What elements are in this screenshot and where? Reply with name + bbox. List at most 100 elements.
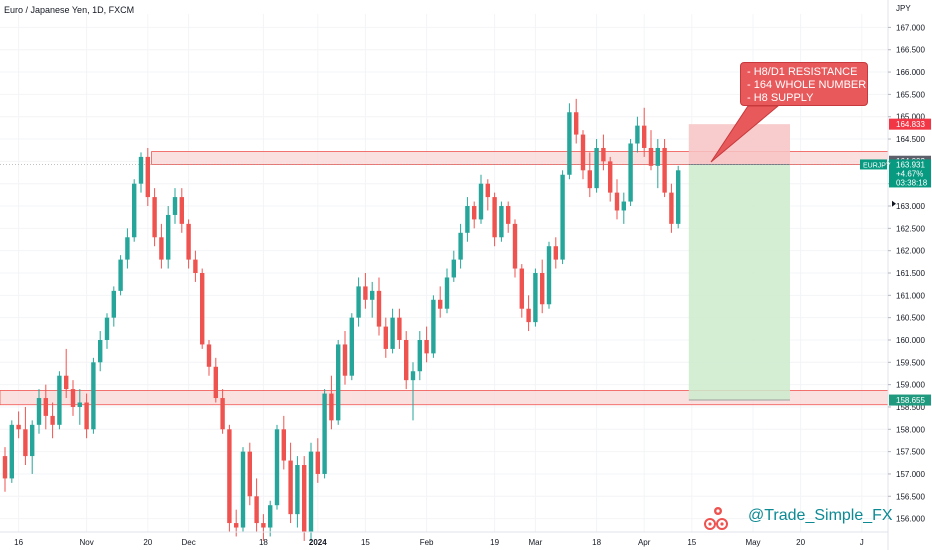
candle-body — [669, 192, 674, 224]
candle-body — [247, 451, 252, 497]
candle-body — [315, 451, 320, 474]
candle-body — [628, 143, 633, 202]
candle-body — [655, 147, 660, 166]
x-tick-label: Mar — [529, 538, 543, 547]
candle-body — [84, 402, 89, 430]
candle-body — [417, 339, 422, 372]
candle-body — [560, 174, 565, 260]
candle-body — [172, 197, 178, 215]
candle-body — [132, 183, 137, 238]
current-price-tag-bg — [889, 159, 931, 188]
candle-body — [601, 147, 606, 162]
candle-body — [268, 505, 273, 528]
candle-body — [526, 308, 531, 323]
symbol-title[interactable]: Euro / Japanese Yen, 1D, FXCM — [4, 5, 135, 15]
candle-body — [57, 375, 62, 425]
candle-body — [9, 424, 14, 479]
y-tick-label: 157.500 — [896, 448, 925, 457]
candle-body — [30, 424, 35, 457]
candle-body — [254, 496, 259, 524]
candle-body — [295, 465, 300, 515]
axis-marker-icon — [892, 200, 896, 207]
short-position-tool[interactable] — [0, 124, 888, 401]
candle-body — [179, 197, 184, 224]
candle-body — [274, 429, 280, 506]
candle-body — [2, 456, 8, 479]
candle-body — [356, 286, 361, 318]
candle-body — [662, 147, 667, 193]
price-axis-labels: 164.833164.003158.655163.931+4.67%03:38:… — [860, 118, 931, 406]
candle-body — [533, 273, 538, 323]
candle-body — [159, 237, 164, 260]
candle-body — [342, 344, 348, 376]
candle-body — [138, 156, 144, 184]
candle-body — [302, 465, 307, 532]
candle-body — [614, 192, 620, 211]
candle-body — [648, 147, 654, 166]
annotation-note[interactable]: - H8/D1 RESISTANCE - 164 WHOLE NUMBER - … — [740, 62, 868, 106]
candle-body — [478, 183, 484, 220]
candle-body — [234, 523, 239, 528]
candle-body — [166, 214, 171, 260]
note-line-resistance: - H8/D1 RESISTANCE — [747, 66, 858, 78]
candle-body — [506, 206, 511, 224]
annotation-pointer — [710, 105, 780, 163]
x-tick-label: Nov — [79, 538, 93, 547]
candle-body — [64, 375, 69, 390]
y-tick-label: 157.000 — [896, 470, 925, 479]
candle-body — [329, 393, 334, 421]
target-price-label: 158.655 — [896, 396, 925, 405]
x-tick-label: Feb — [420, 538, 434, 547]
candle-body — [451, 259, 456, 278]
candle-body — [553, 246, 558, 260]
candle-body — [580, 134, 586, 171]
currency-label: JPY — [896, 4, 911, 13]
candle-body — [438, 299, 443, 309]
y-tick-label: 165.000 — [896, 113, 925, 122]
candle-body — [206, 344, 212, 367]
candle-body — [492, 197, 497, 238]
take-profit-area[interactable] — [688, 164, 790, 401]
y-tick-label: 167.000 — [896, 23, 925, 32]
y-tick-label: 160.000 — [896, 336, 925, 345]
price-axis-background — [888, 0, 932, 550]
candle-body — [220, 398, 225, 430]
x-tick-label: 15 — [687, 538, 696, 547]
candle-body — [200, 273, 205, 345]
symbol-tag-label: EURJPY — [863, 162, 891, 169]
y-tick-label: 163.000 — [896, 202, 925, 211]
x-tick-label: 19 — [490, 538, 499, 547]
candle-body — [410, 371, 416, 381]
target-price-label-bg — [889, 394, 931, 406]
candle-body — [431, 299, 436, 354]
candle-body — [77, 402, 82, 407]
candle-body — [227, 429, 232, 524]
x-tick-label: 20 — [796, 538, 805, 547]
price-axis[interactable]: 156.000 156.500 157.000 157.500 158.000 158.5… — [887, 0, 932, 550]
note-line-whole-number: - 164 WHOLE NUMBER — [747, 79, 867, 91]
stop-price-label-bg — [889, 118, 931, 130]
candle-body — [240, 451, 246, 528]
x-tick-label: J — [860, 538, 864, 547]
candle-body — [125, 237, 130, 260]
callout-tail — [710, 105, 780, 163]
time-axis[interactable]: 16 Nov 20 Dec 18 2024 15 Feb 19 Mar 18 Apr 15 May 20 J — [0, 531, 888, 547]
y-tick-label: 166.000 — [896, 68, 925, 77]
x-tick-label: 18 — [592, 538, 601, 547]
candles — [2, 98, 681, 541]
candle-body — [397, 317, 402, 340]
x-tick-label: 15 — [361, 538, 370, 547]
watermark-text: @Trade_Simple_FX — [748, 507, 893, 524]
candle-body — [213, 366, 218, 399]
note-line-supply: - H8 SUPPLY — [747, 92, 814, 104]
stop-price-label: 164.833 — [896, 120, 925, 129]
candle-body — [118, 259, 123, 291]
candle-body — [608, 161, 613, 193]
candle-body — [376, 290, 382, 327]
y-tick-label: 156.500 — [896, 492, 925, 501]
candle-body — [111, 290, 116, 318]
y-tick-label: 159.500 — [896, 358, 925, 367]
x-tick-label: 16 — [14, 538, 23, 547]
candle-body — [485, 183, 490, 198]
